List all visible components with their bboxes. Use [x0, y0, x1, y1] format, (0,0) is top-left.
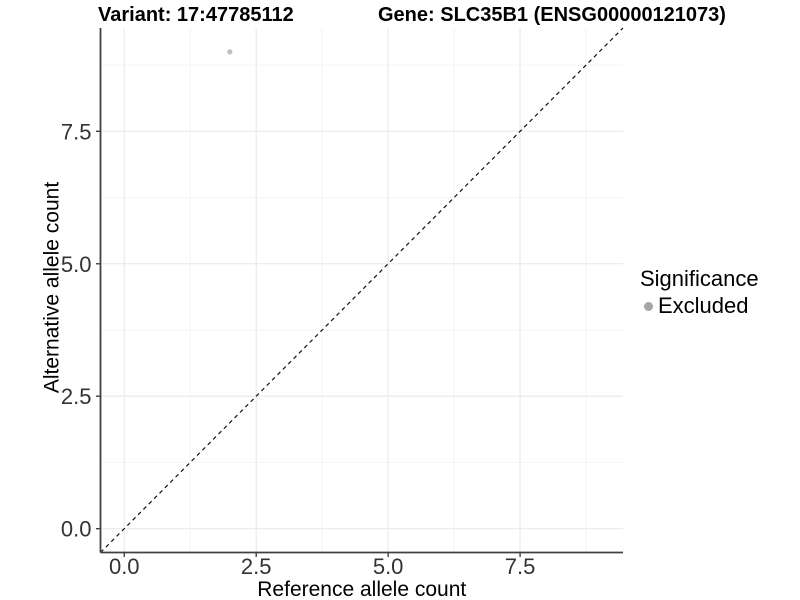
identity-line	[100, 27, 624, 553]
legend-key-dot-icon	[644, 301, 653, 311]
chart-layer: 0.0 2.5 5.0 7.5 0.0 2.5 5.0 7.5	[61, 27, 624, 579]
plot-title-gene: Gene: SLC35B1 (ENSG00000121073)	[378, 4, 726, 26]
x-axis-title: Reference allele count	[257, 578, 466, 600]
data-point-excluded	[227, 49, 233, 55]
legend-item-excluded: Excluded	[640, 293, 759, 318]
x-tick-label: 7.5	[505, 554, 536, 579]
x-tick-label: 0.0	[109, 554, 140, 579]
legend-title: Significance	[640, 266, 759, 291]
y-tick-label: 5.0	[61, 252, 92, 277]
plot-title-variant: Variant: 17:47785112	[98, 4, 294, 26]
legend-item-label: Excluded	[658, 293, 749, 318]
legend: Significance Excluded	[640, 266, 759, 318]
x-tick-label: 5.0	[373, 554, 404, 579]
x-tick-label: 2.5	[241, 554, 272, 579]
y-axis-title: Alternative allele count	[41, 182, 64, 393]
y-tick-label: 2.5	[61, 384, 92, 409]
y-tick-label: 0.0	[61, 517, 92, 542]
y-tick-label: 7.5	[61, 119, 92, 144]
